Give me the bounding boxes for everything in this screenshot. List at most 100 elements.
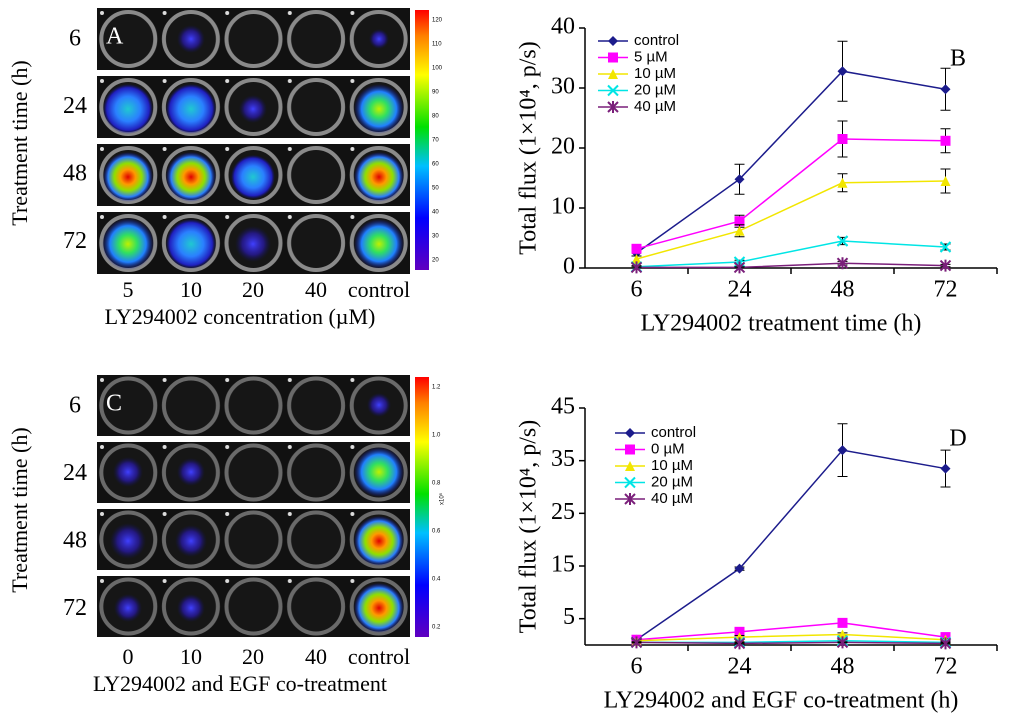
point — [939, 259, 952, 272]
point — [836, 636, 849, 649]
point — [837, 66, 848, 77]
legend-label: 20 µM — [634, 81, 676, 98]
x-tick-label: 48 — [831, 654, 855, 680]
point — [734, 563, 745, 574]
legend-label: 40 µM — [651, 490, 693, 507]
x-axis-label: LY294002 and EGF co-treatment (h) — [604, 688, 959, 714]
point — [734, 174, 745, 185]
colorbar-label: 1.0 — [432, 433, 441, 439]
legend-marker — [624, 493, 636, 505]
point — [939, 241, 952, 253]
colorbar-label: 0.4 — [432, 577, 441, 583]
point — [733, 637, 746, 650]
x-tick-label: 6 — [631, 654, 643, 680]
series-line — [636, 180, 946, 260]
column-label: 40 — [305, 644, 327, 669]
point — [630, 261, 643, 274]
y-tick-label: 25 — [551, 499, 575, 525]
colorbar-label: 0.8 — [432, 481, 441, 487]
point — [837, 617, 848, 628]
series-line — [636, 641, 946, 645]
column-label: control — [348, 644, 410, 669]
legend-marker — [607, 101, 619, 113]
y-tick-label: 5 — [563, 604, 575, 630]
legend-label: 10 µM — [634, 65, 676, 82]
row-label: 24 — [63, 460, 87, 486]
panel-letter: A — [106, 24, 124, 50]
point — [837, 177, 848, 188]
colorbar-label: 70 — [432, 138, 439, 144]
series-line — [636, 622, 946, 641]
point — [733, 261, 746, 274]
colorbar-label: 0.2 — [432, 625, 441, 631]
y-tick-label: 45 — [551, 394, 575, 420]
x-tick-label: 24 — [728, 277, 752, 303]
point — [836, 235, 849, 247]
point — [837, 445, 848, 456]
row-label: 48 — [63, 161, 87, 187]
point — [631, 243, 642, 254]
series-line — [636, 449, 946, 641]
y-tick-label: 20 — [551, 134, 575, 160]
y-axis-label: Treatment time (h) — [7, 60, 32, 225]
image-panel-a — [97, 8, 429, 275]
point — [734, 225, 745, 236]
point — [631, 254, 642, 264]
image-panel-c — [97, 375, 429, 640]
legend-marker — [607, 84, 619, 97]
legend-marker — [608, 52, 618, 63]
series-line — [636, 262, 946, 269]
point — [940, 463, 951, 474]
legend-marker — [608, 36, 618, 46]
y-tick-label: 40 — [551, 14, 575, 40]
x-tick-label: 72 — [934, 654, 958, 680]
column-label: 10 — [180, 277, 202, 302]
legend-marker — [625, 444, 635, 455]
point — [630, 636, 643, 649]
x-tick-label: 24 — [728, 654, 752, 680]
row-label: 6 — [69, 393, 81, 419]
column-label: 5 — [123, 277, 134, 302]
panel-letter: D — [949, 426, 966, 452]
legend-marker — [624, 476, 636, 489]
y-tick-label: 10 — [551, 194, 575, 220]
series-line — [636, 633, 946, 642]
point — [940, 135, 951, 146]
point — [837, 134, 848, 144]
x-axis-label: LY294002 treatment time (h) — [641, 311, 922, 337]
point — [734, 216, 745, 227]
colorbar-label: 120 — [432, 18, 443, 24]
legend-marker — [625, 461, 635, 471]
column-label: 0 — [123, 644, 134, 669]
row-label: 6 — [69, 26, 81, 52]
legend-label: 10 µM — [651, 457, 693, 474]
y-tick-label: 30 — [551, 74, 575, 100]
y-axis-label: Total flux (1×10⁴, p/s) — [516, 41, 542, 255]
row-label: 24 — [63, 93, 87, 119]
x-tick-label: 48 — [831, 277, 855, 303]
colorbar-label: 20 — [432, 258, 439, 264]
point — [734, 626, 745, 637]
y-tick-label: 15 — [551, 552, 575, 578]
point — [939, 637, 952, 650]
x-tick-label: 6 — [631, 277, 643, 303]
row-label: 72 — [63, 595, 87, 621]
colorbar-label: 40 — [432, 210, 439, 216]
colorbar-label: 80 — [432, 114, 439, 120]
y-tick-label: 35 — [551, 446, 575, 472]
legend-label: 5 µM — [634, 48, 668, 65]
colorbar-label: 50 — [432, 186, 439, 192]
series-line — [636, 70, 946, 254]
colorbar-label: 110 — [432, 42, 442, 48]
legend-label: control — [651, 424, 696, 441]
point — [836, 257, 849, 270]
legend-label: control — [634, 32, 679, 49]
row-label: 72 — [63, 228, 87, 254]
legend-label: 20 µM — [651, 473, 693, 490]
legend-label: 0 µM — [651, 440, 685, 457]
x-tick-label: 72 — [934, 277, 958, 303]
column-label: 10 — [180, 644, 202, 669]
column-label: 20 — [242, 644, 264, 669]
column-label: 20 — [242, 277, 264, 302]
